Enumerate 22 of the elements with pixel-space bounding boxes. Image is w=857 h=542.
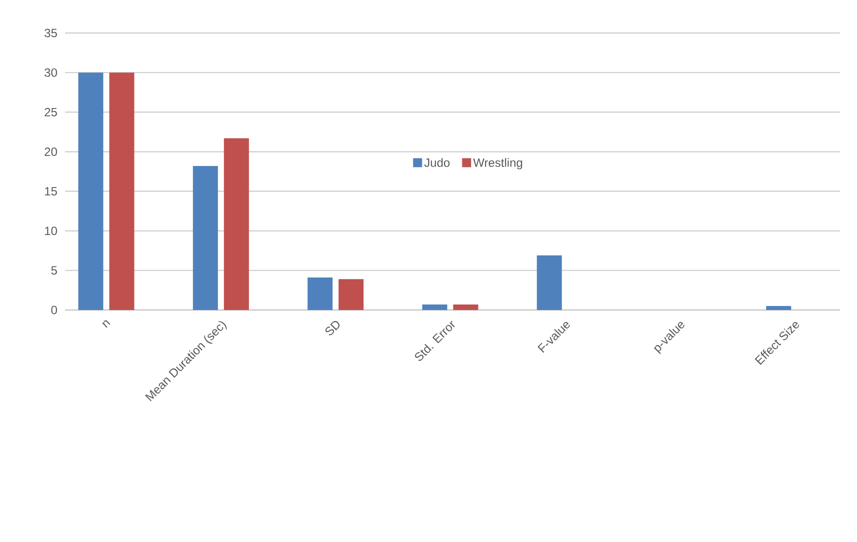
- x-tick-label: SD: [325, 321, 340, 336]
- y-tick-label: 20: [44, 147, 58, 156]
- bar: [192, 166, 218, 310]
- y-tick-label: 0: [51, 306, 58, 314]
- bar: [224, 138, 249, 310]
- legend-label: Judo: [424, 158, 450, 167]
- y-tick-label: 35: [44, 28, 57, 38]
- bar: [308, 278, 333, 310]
- y-tick-label: 25: [44, 108, 57, 116]
- y-tick-label: 5: [51, 266, 57, 275]
- bar: [109, 72, 134, 310]
- y-tick-label: 10: [45, 226, 58, 236]
- bar: [422, 304, 448, 310]
- bar: [453, 304, 478, 310]
- bar: [536, 255, 562, 310]
- bar: [766, 306, 792, 310]
- bar: [338, 279, 364, 310]
- bar: [78, 72, 104, 310]
- y-tick-label: 30: [44, 68, 58, 77]
- y-tick-label: 15: [45, 187, 57, 196]
- legend-label: Wrestling: [473, 158, 522, 170]
- x-tick-label: n: [102, 320, 110, 328]
